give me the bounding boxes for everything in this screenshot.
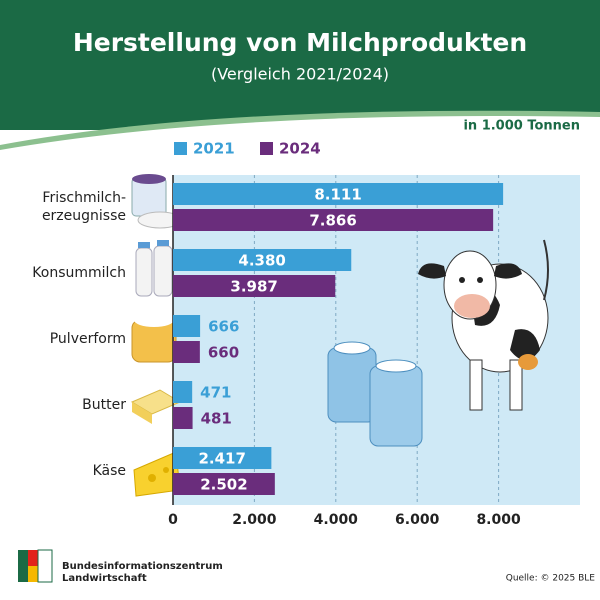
- data-label: 3.987: [230, 278, 277, 296]
- data-label: 4.380: [238, 252, 285, 270]
- data-label: 481: [201, 410, 232, 428]
- chart-title: Herstellung von Milchprodukten: [73, 28, 527, 57]
- bar: [173, 275, 336, 297]
- icon-powder-bag: [131, 313, 177, 363]
- data-label: 7.866: [309, 212, 356, 230]
- x-tick-label: 4.000: [314, 512, 359, 528]
- x-tick-label: 0: [168, 512, 178, 528]
- x-tick-label: 6.000: [395, 512, 440, 528]
- illustration-milk-cans: [327, 341, 423, 447]
- legend-swatch: [174, 142, 187, 155]
- legend-swatch: [260, 142, 273, 155]
- unit-note: in 1.000 Tonnen: [463, 119, 580, 134]
- illustration-cow: [418, 239, 549, 411]
- publisher-line: Bundesinformationszentrum: [62, 561, 223, 572]
- icon-milk-bottles: [135, 240, 173, 297]
- x-tick-label: 8.000: [476, 512, 521, 528]
- bar: [173, 315, 201, 337]
- x-tick-label: 2.000: [232, 512, 277, 528]
- data-label: 2.502: [200, 476, 247, 494]
- category-label: Butter: [82, 397, 126, 413]
- data-label: 660: [208, 344, 239, 362]
- bar: [173, 249, 352, 271]
- icon-yogurt: [131, 174, 183, 229]
- data-label: 471: [200, 384, 231, 402]
- source: Quelle: © 2025 BLE: [506, 574, 596, 584]
- bar: [173, 209, 494, 231]
- category-label: Pulverform: [49, 331, 126, 347]
- data-label: 8.111: [314, 186, 361, 204]
- header-band: [0, 0, 600, 130]
- legend-label: 2024: [279, 140, 321, 158]
- category-label: Frischmilch- erzeugnisse: [41, 190, 126, 224]
- bar: [173, 473, 275, 495]
- header-curve: [0, 115, 600, 160]
- legend-label: 2021: [193, 140, 235, 158]
- bar: [173, 407, 193, 429]
- data-label: 666: [208, 318, 239, 336]
- logo: [18, 549, 53, 583]
- publisher-line: Landwirtschaft: [62, 573, 147, 584]
- bar: [173, 381, 193, 403]
- bar: [173, 447, 272, 469]
- data-label: 2.417: [198, 450, 245, 468]
- category-label: Konsummilch: [32, 265, 126, 281]
- bar: [173, 341, 200, 363]
- chart-subtitle: (Vergleich 2021/2024): [211, 65, 389, 84]
- category-label: Käse: [92, 463, 126, 479]
- bar: [173, 183, 504, 205]
